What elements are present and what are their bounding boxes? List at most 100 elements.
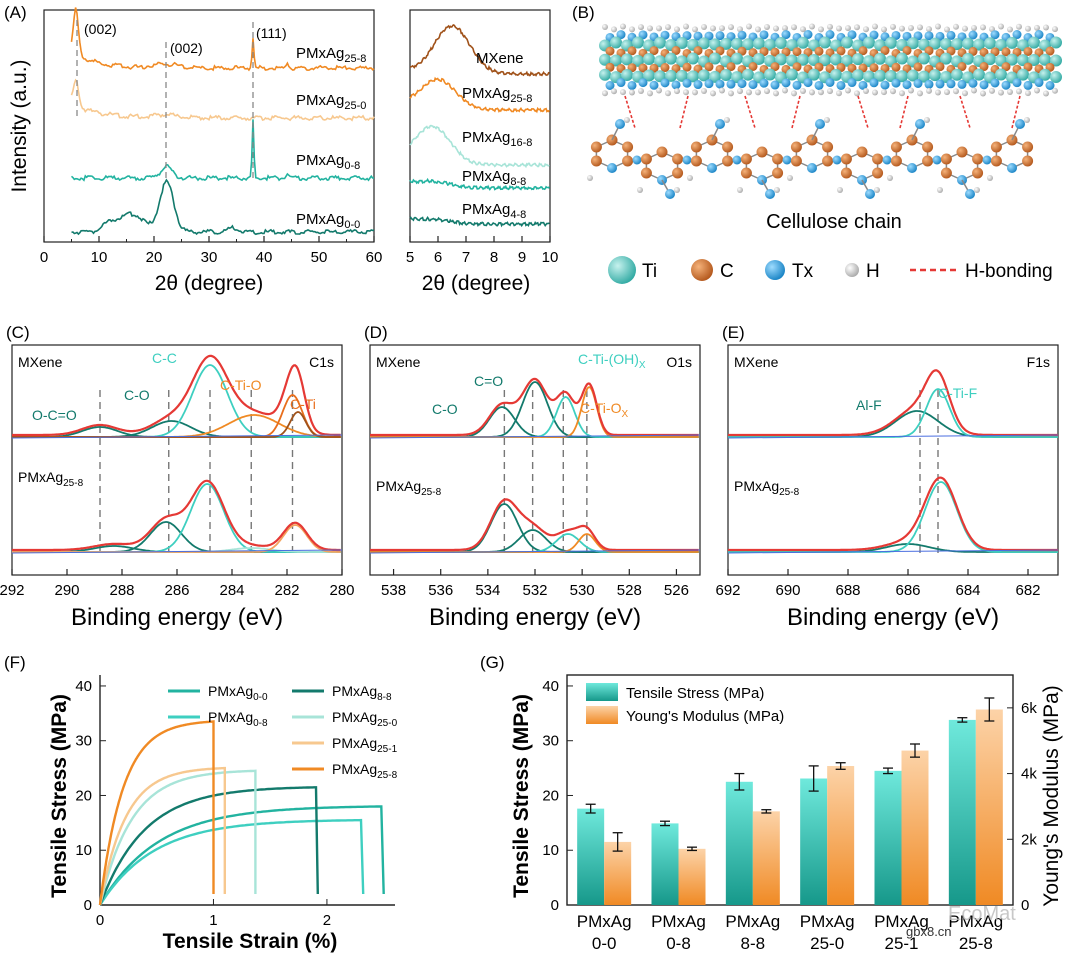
atom-c <box>671 46 681 56</box>
atom-tx <box>737 79 747 89</box>
atom-h <box>719 87 725 94</box>
atom-h <box>665 24 671 31</box>
atom-h <box>1052 87 1058 94</box>
g-y2tick-label: 6k <box>1021 700 1037 717</box>
atom-tx <box>748 80 758 90</box>
legend-hbond: H-bonding <box>965 261 1053 282</box>
atom-tx <box>616 30 626 40</box>
g-ytick-label: 30 <box>542 733 559 750</box>
label-right-4-8: PMxAg4-8 <box>462 201 526 221</box>
atom-c <box>682 62 692 72</box>
atom-h <box>746 89 752 96</box>
label-pmxag-25-0: PMxAg25-0 <box>296 92 366 112</box>
cellulose-hydrogen <box>674 187 680 193</box>
xps-baseline <box>727 549 1059 554</box>
cellulose-carbon <box>856 146 868 158</box>
cellulose-carbon <box>972 167 984 179</box>
atom-c <box>946 46 956 56</box>
atom-tx <box>1034 30 1044 40</box>
xps-envelope-top <box>370 377 699 437</box>
xps-title-top: MXene <box>18 354 63 370</box>
cellulose-carbon <box>740 153 752 165</box>
atom-c <box>638 63 648 73</box>
xps-component-top <box>370 406 699 438</box>
cellulose-hydrogen <box>874 187 880 193</box>
atom-h <box>953 88 959 95</box>
atom-tx <box>913 78 923 88</box>
atom-tx <box>770 80 780 90</box>
f-series-8-8 <box>98 786 319 906</box>
g-legend-swatch-modulus <box>586 706 618 724</box>
atom-h <box>755 26 761 33</box>
cellulose-hydrogen <box>824 117 830 123</box>
atom-tx <box>781 30 791 40</box>
atom-tx <box>627 80 637 90</box>
atom-ti <box>841 36 853 49</box>
cellulose-carbon <box>872 153 884 165</box>
g-category-top: PMxAg <box>874 912 929 931</box>
hbond-line <box>679 95 689 129</box>
hbond-line <box>899 95 909 129</box>
atom-ti <box>665 69 677 82</box>
cellulose-hydrogen <box>887 175 893 181</box>
atom-h <box>836 90 842 97</box>
cellulose-carbon <box>840 153 852 165</box>
atom-h <box>953 23 959 30</box>
g-bar-stress-25-0 <box>800 778 828 905</box>
cellulose-carbon <box>790 141 802 153</box>
atom-c <box>858 46 868 56</box>
atom-h <box>764 23 770 30</box>
atom-ti <box>830 68 842 81</box>
xps-component-top <box>728 388 1058 438</box>
atom-ti <box>852 69 864 82</box>
atom-h <box>665 90 671 97</box>
atom-ti <box>819 54 831 67</box>
atom-h <box>719 25 725 32</box>
atom-ti <box>973 38 985 51</box>
xps-baseline <box>11 434 343 439</box>
cellulose-carbon <box>922 155 934 167</box>
g-ytick-label: 20 <box>542 787 559 804</box>
atom-ti <box>896 70 908 83</box>
atom-tx <box>693 80 703 90</box>
atom-ti <box>621 69 633 82</box>
cellulose-hydroxyl <box>915 119 925 129</box>
atom-h <box>890 88 896 95</box>
atom-c <box>1023 46 1033 56</box>
g-bar-stress-25-8 <box>948 719 976 905</box>
panel-label-a: (A) <box>4 3 27 22</box>
xps-title-bottom: PMxAg25-8 <box>734 478 800 498</box>
hbond-line <box>744 95 756 129</box>
atom-ti <box>709 70 721 83</box>
atom-ti <box>885 70 897 83</box>
hbond-line <box>959 95 971 129</box>
atom-h <box>809 89 815 96</box>
atom-h <box>1025 25 1031 32</box>
xps-xtick-label: 284 <box>219 582 244 599</box>
cellulose-hydrogen <box>987 175 993 181</box>
atom-tx <box>880 80 890 90</box>
cellulose-carbon <box>640 167 652 179</box>
atom-h <box>1016 88 1022 95</box>
g-bar-stress-0-0 <box>577 808 605 905</box>
g-category-top: PMxAg <box>651 912 706 931</box>
atom-h <box>620 23 626 30</box>
label-right-16-8: PMxAg16-8 <box>462 129 532 149</box>
label-pmxag-25-8: PMxAg25-8 <box>296 45 366 65</box>
atom-h <box>791 90 797 97</box>
atom-ti <box>940 52 952 65</box>
atom-h <box>710 25 716 32</box>
cellulose-hydrogen <box>837 187 843 193</box>
a-xtick-label: 40 <box>256 249 273 266</box>
legend-h-icon <box>845 263 859 277</box>
panel-a-ylabel: Intensity (a.u.) <box>8 59 31 192</box>
g-bar-modulus-25-8 <box>975 709 1003 905</box>
cellulose-carbon <box>822 141 834 153</box>
xps-component-top <box>370 396 699 438</box>
cellulose-glycosidic-o <box>782 155 792 165</box>
watermark-site: gbx8.cn <box>906 924 952 939</box>
atom-h <box>728 24 734 31</box>
atom-ti <box>731 37 743 50</box>
atom-h <box>782 87 788 94</box>
